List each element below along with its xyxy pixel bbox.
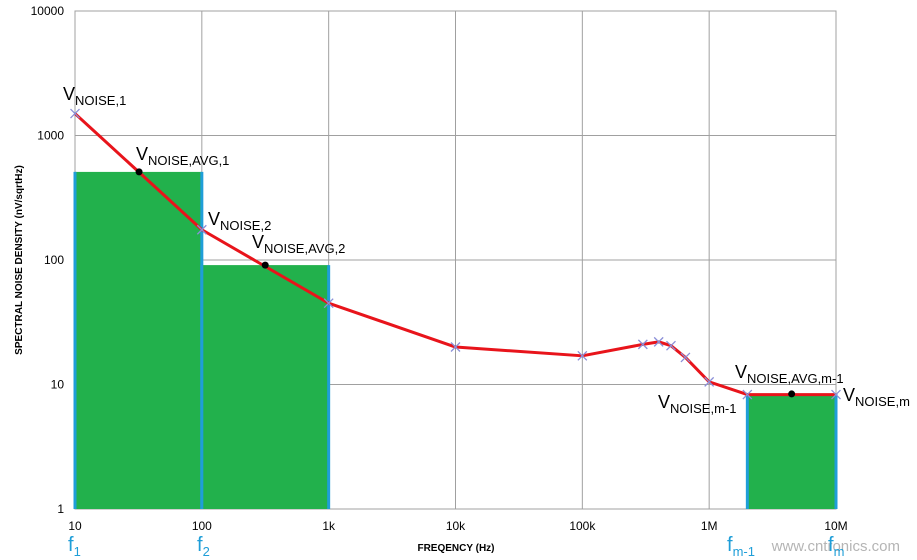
frequency-label: fm-1 [727,534,755,559]
annotation-main: V [208,209,220,229]
band [201,265,329,509]
marker [450,342,461,352]
marker [637,339,648,350]
x-tick-label: 1M [701,519,718,533]
y-tick-label: 100 [44,253,64,267]
average-point [261,261,269,269]
y-tick-label: 1000 [37,129,64,143]
marker [653,336,664,347]
x-tick-label: 10M [824,519,847,533]
annotation: VNOISE,m-1 [658,392,736,416]
frequency-label-main: f [828,534,834,556]
marker [742,389,753,400]
annotation-main: V [136,144,148,164]
x-tick-label: 100 [192,519,212,533]
annotation-sub: NOISE,2 [220,218,271,233]
frequency-label-main: f [197,534,203,556]
average-point [135,168,143,176]
marker [680,352,691,363]
annotation-sub: NOISE,AVG,m-1 [747,371,844,386]
annotation-main: V [63,84,75,104]
x-tick-label: 10 [68,519,82,533]
annotation: VNOISE,AVG,2 [252,232,345,256]
frequency-label-main: f [727,534,733,556]
annotation: VNOISE,1 [63,84,126,108]
annotation-main: V [252,232,264,252]
average-point [788,390,796,398]
frequency-label-sub: 2 [203,544,210,559]
marker [704,376,715,387]
annotation-main: V [843,385,855,405]
noise-line [73,112,836,397]
x-axis-label: FREQENCY (Hz) [417,543,494,554]
annotation-sub: NOISE,AVG,2 [264,241,345,256]
frequency-label-sub: m-1 [733,544,755,559]
x-tick-label: 100k [569,519,596,533]
frequency-label-main: f [68,534,74,556]
annotation: VNOISE,2 [208,209,271,233]
annotation-main: V [735,362,747,382]
x-tick-label: 10k [446,519,466,533]
marker [196,224,207,235]
band [75,171,202,509]
annotation: VNOISE,m [843,385,910,409]
marker [323,298,334,309]
y-tick-label: 10000 [31,4,65,18]
y-tick-label: 1 [57,502,64,516]
marker [70,108,80,119]
annotation-sub: NOISE,m-1 [670,401,736,416]
frequency-label: fm [828,534,844,559]
marker [577,350,588,361]
watermark: www.cntronics.com [771,538,900,555]
annotation: VNOISE,AVG,1 [136,144,229,168]
frequency-label-sub: m [834,544,845,559]
marker [666,340,676,351]
frequency-label: f1 [68,534,81,559]
y-axis-label: SPECTRAL NOISE DENSITY (nV/sqrtHz) [14,165,25,355]
annotation-sub: NOISE,AVG,1 [148,153,229,168]
annotation-sub: NOISE,m [855,394,910,409]
band [747,393,836,509]
frequency-label-sub: 1 [74,544,81,559]
annotation: VNOISE,AVG,m-1 [735,362,844,386]
annotation-sub: NOISE,1 [75,93,126,108]
frequency-label: f2 [197,534,210,559]
annotation-main: V [658,392,670,412]
x-tick-label: 1k [322,519,336,533]
y-tick-label: 10 [51,378,65,392]
marker [831,389,841,400]
